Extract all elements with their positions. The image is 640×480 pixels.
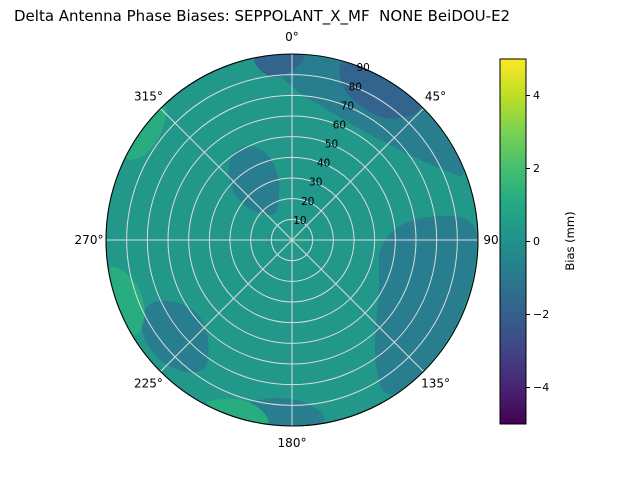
polar-grid — [106, 54, 478, 426]
contour-region-inner-northwest-blob — [228, 146, 280, 215]
angular-tick-label: 0° — [285, 30, 299, 44]
radial-tick-label: 60 — [333, 119, 346, 131]
colorbar-tick-label: 0 — [533, 235, 540, 248]
colorbar-axis-label: Bias (mm) — [563, 211, 577, 270]
colorbar-tick-label: 4 — [533, 89, 540, 102]
grid-spoke — [291, 108, 424, 241]
radial-tick-label: 30 — [309, 177, 322, 189]
radial-tick-label: 10 — [293, 215, 306, 227]
grid-spoke — [291, 239, 424, 372]
angular-tick-label: 180° — [278, 436, 307, 450]
chart-title: Delta Antenna Phase Biases: SEPPOLANT_X_… — [14, 7, 511, 25]
angular-tick-label: 270° — [75, 233, 104, 247]
angular-tick-label: 90 — [483, 233, 498, 247]
colorbar-tick-label: 2 — [533, 162, 540, 175]
angular-tick-label: 45° — [425, 89, 446, 103]
radial-tick-label: 40 — [317, 158, 330, 170]
contour-region-north-rim-dark-arc — [339, 61, 420, 119]
radial-tick-label: 90 — [356, 62, 369, 74]
contour-region-wnw-rim-green-blob — [126, 106, 167, 160]
colorbar-tick-label: −4 — [533, 381, 549, 394]
grid-spoke — [160, 239, 293, 372]
contour-region-south-rim-green-blob — [206, 398, 269, 424]
polar-spine — [105, 53, 479, 427]
contour-region-southwest-blob — [141, 300, 209, 373]
grid-spoke — [160, 108, 293, 241]
angular-tick-label: 315° — [134, 89, 163, 103]
colorbar-gradient — [499, 58, 527, 425]
contour-region-west-rim-green-arc — [109, 266, 145, 336]
radial-tick-label: 80 — [349, 81, 362, 93]
angular-tick-label: 135° — [421, 377, 450, 391]
angular-tick-label: 225° — [134, 377, 163, 391]
radial-tick-label: 70 — [341, 100, 354, 112]
radial-tick-label: 50 — [325, 139, 338, 151]
colorbar-tick-label: −2 — [533, 308, 549, 321]
radial-tick-label: 20 — [301, 196, 314, 208]
contour-region-east-sector — [374, 215, 477, 395]
